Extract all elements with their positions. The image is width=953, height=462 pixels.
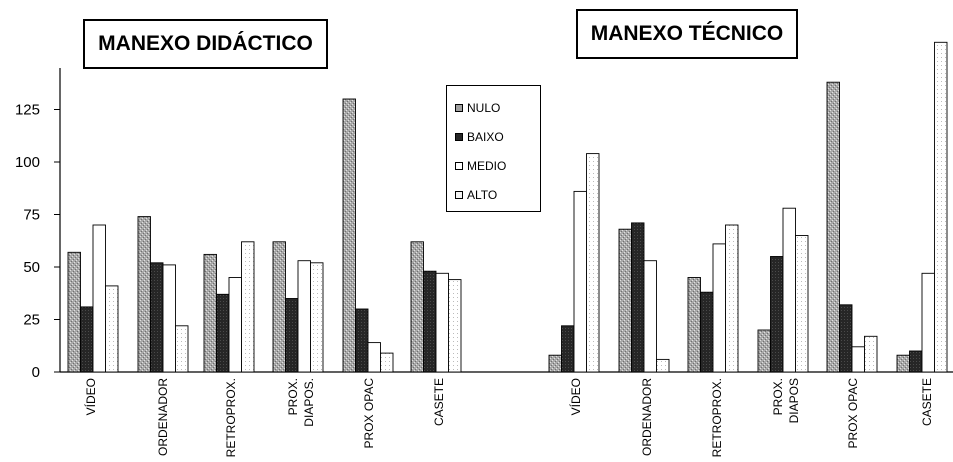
bar-medio [162,264,176,373]
bar-medio [712,243,726,373]
bar-baixo [631,222,645,373]
bar-medio [573,190,587,373]
y-tick-label: 125 [15,102,40,119]
y-tick-label: 25 [23,312,40,329]
bar-baixo [80,306,94,373]
bar-medio [228,277,242,373]
x-tick-label: RETROPROX. [224,378,238,457]
chart-title-tecnico: MANEXO TÉCNICO [576,9,798,59]
bar-alto [105,285,119,373]
bar-medio [367,342,381,373]
bar-nulo [342,98,356,373]
legend-item-baixo: BAIXO [455,130,504,144]
bar-medio [297,260,311,373]
x-tick-label: DIAPOS [787,378,801,423]
x-tick-label: DIAPOS. [302,378,316,427]
legend-label-alto: ALTO [467,188,498,202]
bar-medio [92,224,106,373]
bar-baixo [150,262,164,373]
x-tick-label: VÍDEO [568,378,583,415]
y-tick-label: 50 [23,259,40,276]
bar-baixo [770,256,784,373]
bar-baixo [561,325,575,373]
x-tick-label: PROX. [286,378,300,415]
x-tick-label: CASETE [432,378,446,426]
legend-swatch-medio [455,162,463,170]
legend-label-medio: MEDIO [467,159,507,173]
bar-alto [725,224,739,373]
bar-alto [656,358,670,373]
bar-alto [864,335,878,373]
bar-nulo [618,228,632,373]
bar-baixo [423,270,437,373]
bar-nulo [272,241,286,373]
bar-alto [934,41,948,373]
legend: NULO BAIXO MEDIO ALTO [446,85,541,212]
bar-alto [448,279,462,373]
bar-baixo [700,291,714,373]
legend-item-nulo: NULO [455,101,500,115]
bar-baixo [285,298,299,373]
legend-label-nulo: NULO [467,101,501,115]
legend-label-baixo: BAIXO [467,130,504,144]
x-tick-label: VÍDEO [83,378,98,415]
x-tick-label: RETROPROX. [710,378,724,457]
bar-alto [586,153,600,373]
bar-nulo [896,354,910,373]
bar-nulo [410,241,424,373]
y-tick-label: 75 [23,207,40,224]
legend-item-medio: MEDIO [455,159,506,173]
x-tick-label: PROX. [771,378,785,415]
x-tick-label: ORDENADOR [640,378,654,456]
x-tick-label: CASETE [920,378,934,426]
bar-alto [795,235,809,373]
bar-nulo [548,354,562,373]
legend-item-alto: ALTO [455,188,497,202]
x-tick-label: PROX OPAC [362,378,376,449]
legend-swatch-alto [455,191,463,199]
bar-medio [851,346,865,373]
y-tick-label: 100 [15,154,40,171]
legend-swatch-baixo [455,133,463,141]
bar-nulo [203,253,217,373]
bar-nulo [687,277,701,373]
y-tick-label: 0 [32,364,40,381]
bar-nulo [67,251,81,373]
bar-alto [310,262,324,373]
bar-medio [782,207,796,373]
bar-alto [175,325,189,373]
bar-baixo [839,304,853,373]
bar-medio [643,260,657,373]
x-tick-label: PROX OPAC [846,378,860,449]
bar-nulo [757,329,771,373]
bar-nulo [137,216,151,373]
bar-baixo [909,350,923,373]
bar-nulo [826,81,840,373]
bar-alto [241,241,255,373]
bar-baixo [216,293,230,373]
x-tick-label: ORDENADOR [156,378,170,456]
chart-title-didactico: MANEXO DIDÁCTICO [83,19,328,69]
bar-baixo [355,308,369,373]
legend-swatch-nulo [455,104,463,112]
bar-medio [921,272,935,373]
bar-medio [435,272,449,373]
bar-alto [380,352,394,373]
